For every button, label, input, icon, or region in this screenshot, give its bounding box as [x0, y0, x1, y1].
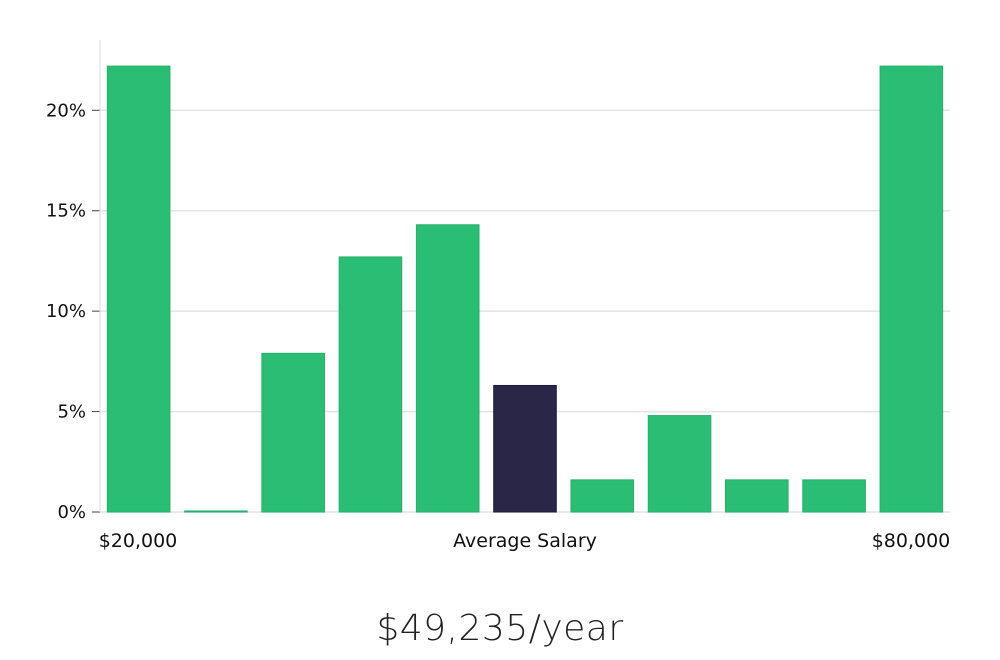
bar: [879, 65, 944, 513]
salary-histogram: 0% 5% 10% 15% 20% $20,000 Average Salary $80…: [46, 40, 951, 552]
y-axis-ticks: 0% 5% 10% 15% 20%: [46, 100, 100, 523]
x-left-label: $20,000: [99, 530, 178, 552]
y-tick-label: 15%: [46, 201, 86, 222]
bar: [725, 479, 789, 513]
bar: [570, 479, 635, 513]
bar-highlighted: [493, 384, 557, 513]
bar: [106, 65, 171, 513]
y-tick-label: 5%: [57, 402, 86, 423]
x-axis-title: Average Salary: [453, 530, 597, 552]
bar: [338, 256, 403, 513]
average-salary-value: $49,235/year: [376, 608, 624, 649]
y-tick-label: 20%: [46, 100, 86, 121]
bar: [802, 479, 866, 513]
bars: [106, 65, 944, 513]
y-tick-label: 0%: [57, 502, 86, 523]
x-axis-labels: $20,000 Average Salary $80,000: [99, 530, 951, 552]
x-right-label: $80,000: [872, 530, 951, 552]
bar: [647, 415, 712, 513]
bar: [415, 224, 480, 513]
y-tick-label: 10%: [46, 301, 86, 322]
bar: [261, 352, 325, 513]
bar: [184, 510, 248, 513]
